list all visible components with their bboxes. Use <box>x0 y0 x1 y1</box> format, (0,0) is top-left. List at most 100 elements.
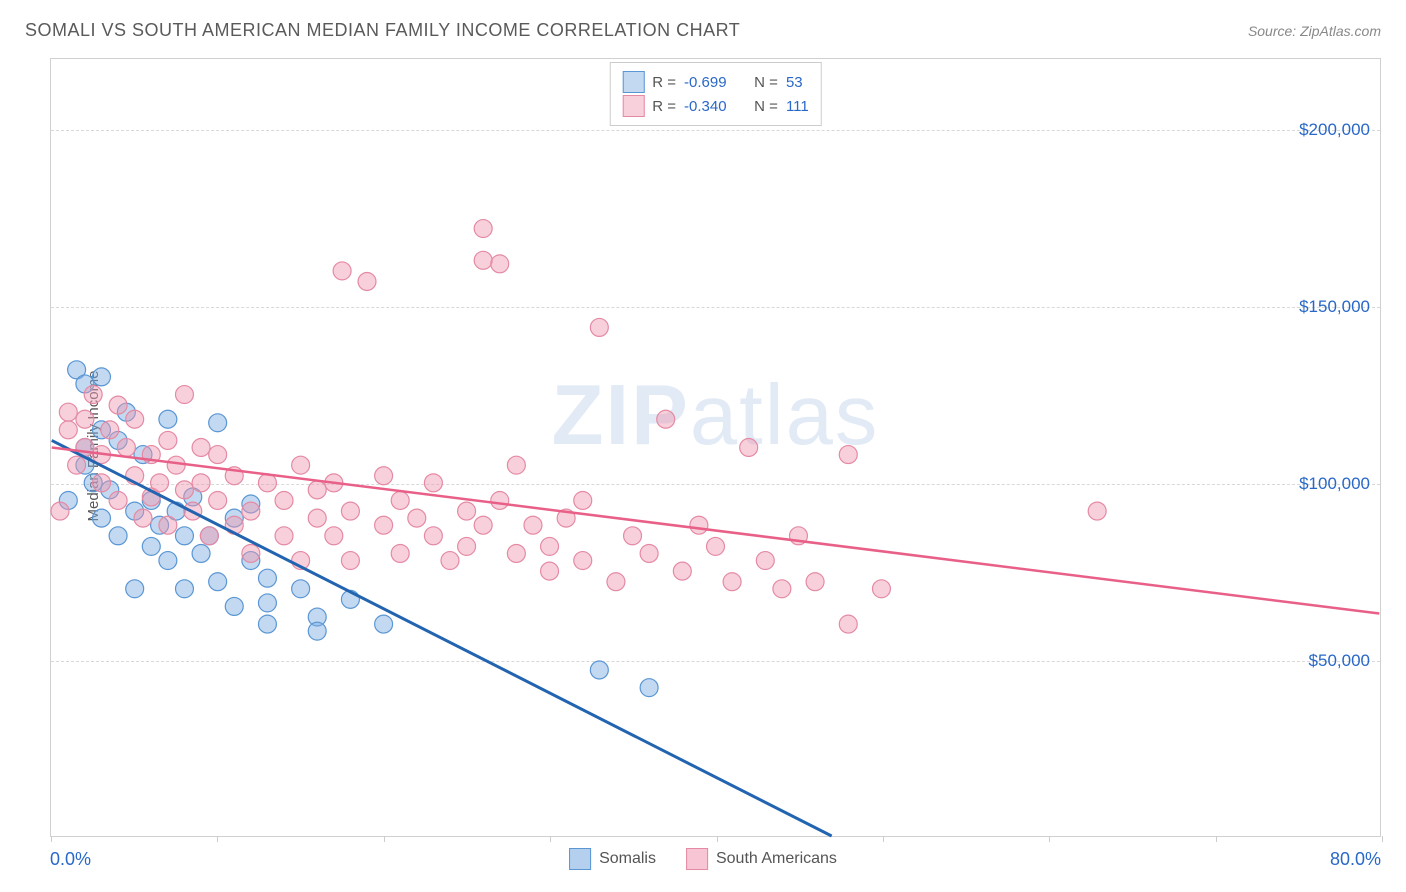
data-point <box>474 251 492 269</box>
data-point <box>292 580 310 598</box>
data-point <box>59 421 77 439</box>
data-point <box>507 544 525 562</box>
data-point <box>375 615 393 633</box>
data-point <box>109 396 127 414</box>
plot-area: ZIPatlas $50,000$100,000$150,000$200,000… <box>50 58 1381 837</box>
data-point <box>151 474 169 492</box>
series-legend-label: South Americans <box>716 850 837 868</box>
data-point <box>159 516 177 534</box>
data-point <box>258 474 276 492</box>
legend-swatch <box>622 95 644 117</box>
data-point <box>391 492 409 510</box>
legend-row: R =-0.699 N =53 <box>622 71 809 93</box>
data-point <box>109 492 127 510</box>
data-point <box>159 431 177 449</box>
data-point <box>292 456 310 474</box>
x-tick <box>1382 836 1383 842</box>
data-point <box>200 527 218 545</box>
data-point <box>117 439 135 457</box>
x-tick <box>883 836 884 842</box>
x-tick <box>384 836 385 842</box>
data-point <box>175 527 193 545</box>
data-point <box>640 544 658 562</box>
data-point <box>275 527 293 545</box>
data-point <box>225 597 243 615</box>
data-point <box>308 509 326 527</box>
legend-row: R = -0.340 N = 111 <box>622 95 809 117</box>
data-point <box>341 552 359 570</box>
data-point <box>167 456 185 474</box>
data-point <box>657 410 675 428</box>
regression-line <box>52 448 1380 614</box>
data-point <box>590 661 608 679</box>
data-point <box>93 474 111 492</box>
legend-r-label: R = <box>652 74 676 91</box>
data-point <box>391 544 409 562</box>
data-point <box>507 456 525 474</box>
data-point <box>375 467 393 485</box>
chart-title: SOMALI VS SOUTH AMERICAN MEDIAN FAMILY I… <box>25 20 740 41</box>
data-point <box>541 562 559 580</box>
data-point <box>424 474 442 492</box>
data-point <box>491 255 509 273</box>
data-point <box>308 622 326 640</box>
data-point <box>192 439 210 457</box>
data-point <box>441 552 459 570</box>
data-point <box>93 368 111 386</box>
source-attribution: Source: ZipAtlas.com <box>1248 23 1381 39</box>
series-legend-item: Somalis <box>569 848 656 870</box>
data-point <box>333 262 351 280</box>
data-point <box>839 446 857 464</box>
data-point <box>242 544 260 562</box>
data-point <box>839 615 857 633</box>
data-point <box>491 492 509 510</box>
data-point <box>375 516 393 534</box>
legend-swatch <box>569 848 591 870</box>
data-point <box>607 573 625 591</box>
data-point <box>59 403 77 421</box>
data-point <box>258 594 276 612</box>
x-tick <box>51 836 52 842</box>
data-point <box>84 386 102 404</box>
data-point <box>358 273 376 291</box>
data-point <box>126 410 144 428</box>
legend-n-value: 53 <box>786 74 803 91</box>
data-point <box>474 516 492 534</box>
data-point <box>242 502 260 520</box>
data-point <box>209 414 227 432</box>
source-prefix: Source: <box>1248 23 1300 39</box>
data-point <box>325 527 343 545</box>
legend-r-value: -0.340 <box>684 98 742 115</box>
data-point <box>134 509 152 527</box>
data-point <box>723 573 741 591</box>
data-point <box>806 573 824 591</box>
legend-n-label: N = <box>750 98 778 115</box>
data-point <box>109 527 127 545</box>
data-point <box>424 527 442 545</box>
data-point <box>872 580 890 598</box>
data-point <box>93 509 111 527</box>
data-point <box>590 318 608 336</box>
data-point <box>1088 502 1106 520</box>
data-point <box>275 492 293 510</box>
data-point <box>101 421 119 439</box>
data-point <box>192 474 210 492</box>
data-point <box>756 552 774 570</box>
data-point <box>142 537 160 555</box>
data-point <box>640 679 658 697</box>
data-point <box>209 573 227 591</box>
data-point <box>624 527 642 545</box>
data-point <box>541 537 559 555</box>
data-point <box>209 446 227 464</box>
data-point <box>690 516 708 534</box>
data-point <box>574 552 592 570</box>
chart-container: SOMALI VS SOUTH AMERICAN MEDIAN FAMILY I… <box>0 0 1406 892</box>
legend-n-value: 111 <box>786 98 809 115</box>
source-name: ZipAtlas.com <box>1300 23 1381 39</box>
x-tick <box>217 836 218 842</box>
series-legend-label: Somalis <box>599 850 656 868</box>
data-point <box>773 580 791 598</box>
legend-r-label: R = <box>652 98 676 115</box>
data-point <box>209 492 227 510</box>
data-point <box>159 410 177 428</box>
